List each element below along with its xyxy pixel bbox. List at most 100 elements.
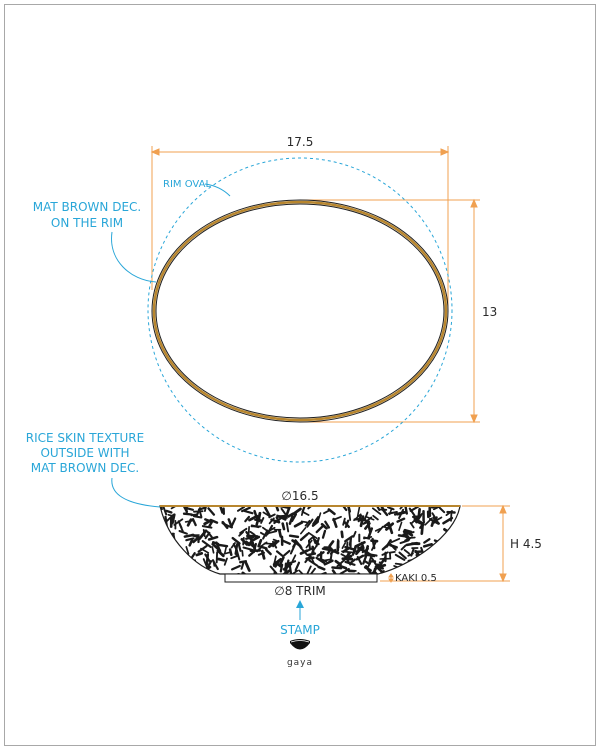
rice-grain: [262, 511, 270, 517]
rice-grain: [321, 529, 327, 539]
rice-grain: [202, 572, 209, 574]
rice-grain: [263, 506, 271, 517]
rice-grain: [284, 506, 291, 518]
texture-note-line2: OUTSIDE WITH: [40, 446, 129, 460]
rice-grain: [248, 550, 255, 557]
rice-grain: [162, 542, 172, 551]
rice-grain: [204, 531, 211, 540]
stamp-label: STAMP: [280, 623, 320, 637]
rice-grain: [438, 565, 447, 569]
rice-grain: [430, 564, 443, 571]
rice-grain: [287, 512, 295, 518]
rice-grain: [344, 551, 351, 559]
rice-grain: [319, 558, 328, 563]
rice-grain: [291, 554, 297, 562]
rice-grain: [399, 539, 410, 545]
foot-trim: [224, 573, 378, 583]
rice-grain: [231, 536, 241, 545]
rice-grain: [278, 529, 283, 538]
rice-grain: [364, 565, 372, 574]
rice-grain: [207, 507, 216, 516]
stamp-logo-text: gaya: [287, 658, 313, 668]
rice-grain: [235, 549, 241, 561]
rice-grain: [432, 552, 439, 563]
rice-grain: [163, 541, 169, 549]
rice-grain: [274, 559, 281, 568]
rice-grain: [394, 553, 406, 561]
rice-grain: [185, 546, 190, 555]
rice-grain: [352, 530, 357, 538]
rice-grain: [260, 517, 265, 524]
side-height-dimension: [380, 504, 510, 583]
rice-grain: [299, 532, 309, 541]
rice-grain: [176, 552, 183, 562]
rice-grain: [394, 562, 403, 566]
rice-grain: [182, 506, 189, 513]
rice-grain: [383, 525, 390, 530]
texture-note-leader: [111, 477, 161, 508]
rice-grain: [409, 506, 420, 512]
rice-grain: [183, 563, 193, 574]
rice-grain: [228, 548, 233, 557]
rice-grain: [281, 539, 291, 545]
trim-label: ∅8 TRIM: [274, 584, 325, 598]
diameter-label: ∅16.5: [281, 489, 318, 503]
rice-grain: [237, 506, 245, 512]
rice-grain: [221, 520, 229, 530]
rice-grain: [165, 544, 175, 554]
rice-grain: [336, 539, 340, 552]
rice-grain: [212, 559, 216, 567]
rice-grain: [174, 553, 179, 565]
rice-grain: [278, 515, 287, 521]
rice-grain: [409, 566, 419, 571]
rice-grain: [355, 544, 364, 553]
rice-grain: [370, 557, 379, 568]
rice-grain: [241, 549, 244, 557]
rice-grain: [292, 507, 302, 516]
rice-grain: [348, 511, 352, 521]
rice-grain: [164, 553, 171, 565]
rice-grain: [366, 522, 372, 533]
rice-grain: [165, 514, 175, 523]
rice-grain: [431, 512, 437, 519]
rice-grain: [246, 534, 259, 538]
rice-grain: [442, 565, 454, 571]
rice-grain: [341, 542, 347, 549]
rice-grain: [191, 518, 197, 527]
rice-grain: [298, 569, 306, 574]
rice-grain: [311, 520, 319, 527]
rice-grain: [306, 518, 314, 528]
rice-grain: [431, 559, 442, 566]
rice-grain: [399, 566, 405, 573]
rice-grain: [442, 516, 454, 525]
rice-grain: [201, 540, 212, 548]
rice-grain: [195, 507, 202, 517]
rice-grain: [202, 558, 209, 569]
rice-grain: [367, 571, 377, 574]
rice-grain: [272, 570, 276, 574]
rice-grain: [427, 546, 437, 554]
rice-grain: [167, 535, 171, 543]
rice-grain: [340, 530, 344, 539]
rice-grain: [403, 549, 411, 555]
rice-grain: [407, 552, 414, 557]
rice-grain: [211, 546, 215, 554]
rice-grain: [431, 548, 440, 559]
rice-grain: [273, 516, 283, 525]
rice-grain: [160, 545, 165, 554]
texture-note-line1: RICE SKIN TEXTURE: [26, 431, 144, 445]
rice-grain: [290, 513, 298, 523]
rice-grain: [307, 536, 314, 542]
rice-grain: [405, 530, 413, 536]
rice-grain: [400, 544, 407, 551]
rice-grain: [443, 565, 452, 573]
rice-grain: [285, 522, 290, 533]
rice-grain: [192, 536, 200, 544]
rice-grain: [238, 531, 244, 537]
rice-grain: [248, 548, 258, 552]
rice-grain: [182, 554, 186, 562]
rice-grain: [165, 550, 175, 555]
foot-dimension: [388, 573, 394, 583]
rice-grain: [190, 559, 196, 568]
rice-grain: [436, 571, 441, 574]
